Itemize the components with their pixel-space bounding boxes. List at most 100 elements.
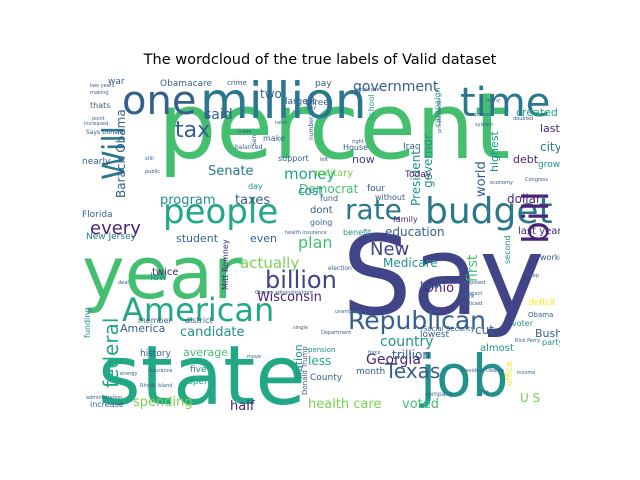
word-almost: almost [480,343,514,354]
word-half: half [230,399,255,412]
word-trillion: trillion [392,348,430,362]
word-system: system [475,122,493,128]
word-rhode-island: Rhode Island [140,383,172,389]
word-nation: nation [292,344,305,379]
word-highest: highest [488,131,501,172]
word-number: number [308,116,315,140]
word-cloud: percent Say state year million job time one budg… [80,76,560,412]
word-single: single [293,325,308,331]
word-million: million [200,76,367,130]
word-congress: Congress [525,177,549,183]
word-crime: crime [227,79,247,87]
word-nearly: nearly [82,157,111,167]
word-dont: dont [310,205,333,216]
word-point: point [92,116,105,122]
word-actually: actually [240,254,299,272]
word-government: government [353,79,439,95]
word-keep: keep [527,273,539,279]
word-day: day [248,182,263,191]
word-obama-administration: Obama administration [255,290,311,296]
word-took: took [420,280,442,291]
word-health-care: health care [308,397,381,412]
word-cost: cost [298,184,323,198]
word-force: force [368,350,381,356]
word-make: make [263,134,285,143]
word-says-donald: Says Donald [86,129,124,136]
word-making: making [90,90,109,96]
word-doubled: doubled [513,116,533,122]
word-benefit: benefit [343,228,371,237]
word-mitt-romney: Mitt Romney [221,239,230,290]
word-president: President [409,150,423,206]
word-cut: cut [475,323,494,337]
word-even: even [250,232,277,245]
word-school: school [367,94,376,120]
word-lost: lost [480,390,489,396]
word-iraq: Iraq [403,142,421,152]
word-last: last [540,122,560,135]
word-rick-perry: Rick Perry [515,338,540,344]
word-without: without [375,193,405,202]
word-time: time [460,80,550,126]
word-economy: economy [490,180,513,186]
word-education: education [385,225,445,239]
word-gay: gay [307,105,316,111]
word-country: country [380,334,434,350]
word-fund: fund [320,194,338,203]
word-ohio: Ohio [424,281,454,296]
word-war: war [108,77,125,87]
word-city: city [540,140,560,154]
word-funding: funding [83,308,92,338]
word-district: district [185,316,213,325]
word-private-sector: private sector [437,97,443,133]
word-donald-trump: Donald Trump [301,346,309,395]
word-income: income [517,370,535,376]
word-four: four [367,184,385,194]
word-increase: increase [90,400,124,409]
word-growth: growth [538,160,560,170]
word-today: Today [404,170,432,180]
word-health-insurance: health insurance [285,230,327,236]
word-department: Department [321,330,351,336]
word-billion: billion [265,266,337,294]
word-u-s: U S [520,391,540,405]
word-will: Will [97,126,132,180]
word-family: family [393,215,418,224]
word-obama: Obama [528,311,553,319]
word-member: member [138,316,173,325]
word-balanced: balanced [235,144,263,151]
word-project: project [465,291,482,297]
word-power: power [475,112,491,118]
word-move: move [247,354,261,360]
word-georgia: Georgia [366,352,421,368]
word-debt: debt [513,153,539,166]
word-law: law [150,272,167,283]
word-pay: pay [315,79,332,89]
word-left: left [320,157,328,163]
word-texas: Texas [384,359,440,383]
word-barack-obama: Barack Obama [114,109,128,198]
figure-title: The wordcloud of the true labels of Vali… [143,52,497,68]
word-federal: federal [99,318,123,388]
word-two: two [260,87,282,101]
word-party: party [542,338,560,347]
word-going: going [310,218,332,227]
word-dollar: dollar [507,192,541,206]
word-president-obama: President Obama [461,368,504,374]
word-year: year [82,231,243,315]
word-two-years: two years [90,83,115,89]
word-world: world [474,161,489,197]
word-less: less [308,354,331,368]
word-insurance: insurance [148,368,172,374]
word-house: House [343,143,368,152]
word-people: people [163,192,278,232]
word-state: state [98,329,306,412]
word-every: every [90,218,141,239]
word-new-jersey: New Jersey [86,232,137,242]
word-administration: administration [86,395,122,401]
word-history: history [140,349,172,359]
word-american: American [122,291,274,329]
word-still: still [145,156,154,162]
word-sen: Sen [251,135,258,147]
word-pension: pension [308,346,336,354]
